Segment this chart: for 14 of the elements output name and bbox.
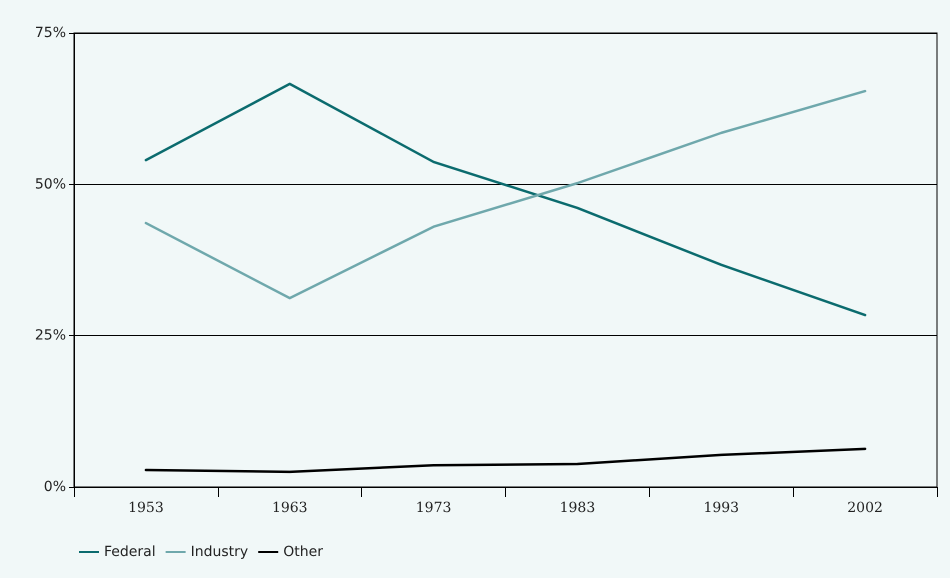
y-tick-label: 50% [34,176,66,192]
y-tick-label: 25% [34,328,66,344]
x-tick-label: 1993 [703,500,740,516]
x-tick-label: 1973 [416,500,452,516]
line-series [144,448,866,474]
x-tick-label: 1983 [560,500,596,516]
legend-label: Industry [190,544,248,560]
y-tick-label: 0% [44,479,66,495]
x-tick-label: 2002 [847,500,883,516]
legend-label: Other [283,544,324,560]
y-tick-label: 75% [34,25,66,41]
x-tick-label: 1953 [128,500,164,516]
x-tick-label: 1963 [272,500,308,516]
legend-label: Federal [104,544,156,560]
